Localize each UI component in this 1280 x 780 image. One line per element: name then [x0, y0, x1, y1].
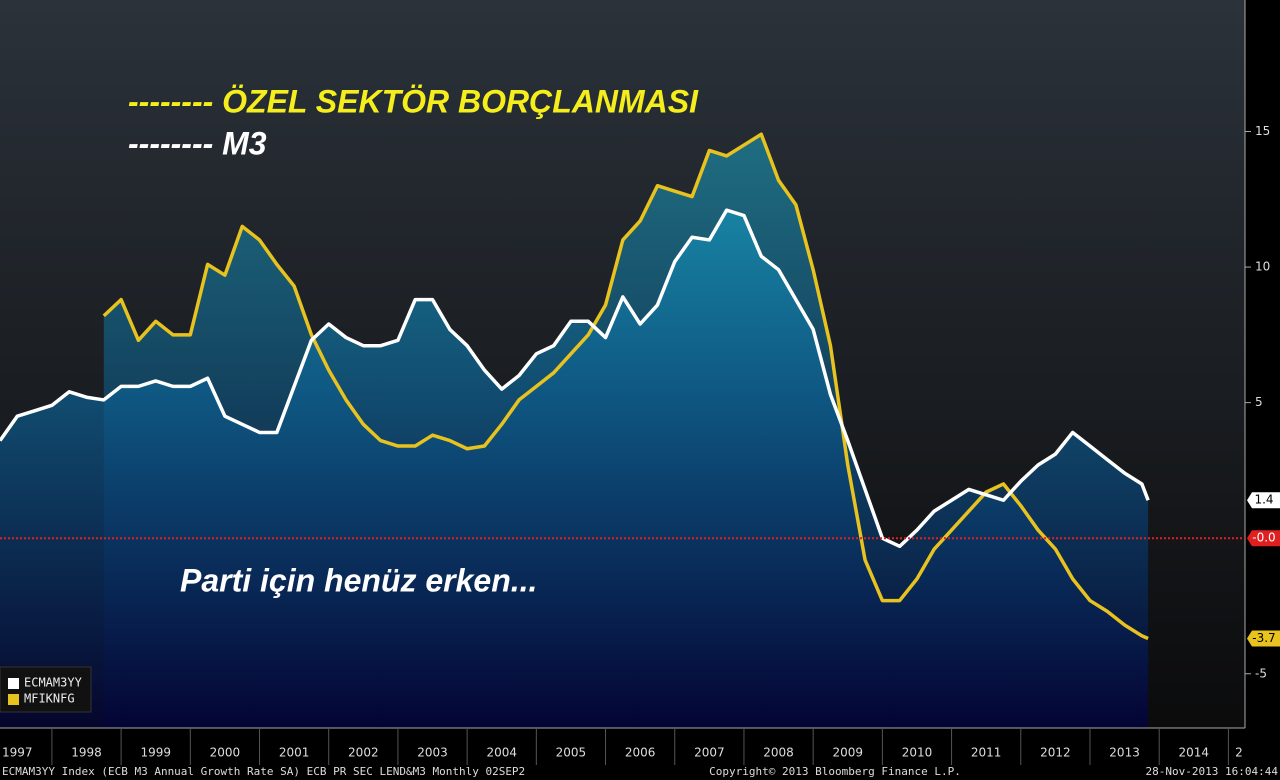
value-tag — [1247, 530, 1280, 547]
x-tick-label: 2003 — [417, 746, 448, 760]
annotation: -------- M3 — [128, 125, 267, 161]
x-tick-label: 2013 — [1109, 746, 1140, 760]
x-tick-label: 1998 — [71, 746, 102, 760]
x-tick-label: 2007 — [694, 746, 725, 760]
x-tick-label: 1999 — [140, 746, 171, 760]
legend-swatch — [8, 694, 19, 705]
value-tag-label: 1.4 — [1254, 493, 1273, 507]
x-tick-label: 2006 — [625, 746, 656, 760]
value-tag — [1247, 492, 1280, 509]
y-tick-label: 10 — [1255, 260, 1270, 274]
area — [0, 210, 1149, 728]
x-tick-label: 1997 — [2, 746, 33, 760]
x-tick-label: 2000 — [210, 746, 241, 760]
x-tick-label: 2014 — [1179, 746, 1210, 760]
annotation: -------- ÖZEL SEKTÖR BORÇLANMASI — [128, 83, 699, 119]
x-axis-band — [0, 728, 1280, 780]
value-tag — [1247, 630, 1280, 647]
x-tick-label: 2012 — [1040, 746, 1071, 760]
x-tick-label: 2004 — [486, 746, 517, 760]
x-tick-label: 2005 — [556, 746, 587, 760]
x-tick-label: 2002 — [348, 746, 379, 760]
x-tick-label: 2009 — [832, 746, 863, 760]
y-tick-label: 15 — [1255, 124, 1270, 138]
lines — [0, 132, 1150, 641]
value-tag-label: -0.0 — [1252, 531, 1275, 545]
x-tick-label: 2001 — [279, 746, 310, 760]
areas — [0, 134, 1149, 728]
legend-label: MFIKNFG — [24, 692, 75, 706]
value-tag-label: -3.7 — [1252, 631, 1275, 645]
footer-center: Copyright© 2013 Bloomberg Finance L.P. — [709, 765, 961, 778]
x-tick-label: 2010 — [902, 746, 933, 760]
footer-right: 28-Nov-2013 16:04:44 — [1146, 765, 1279, 778]
series-line — [0, 208, 1150, 549]
x-tick-label: 2011 — [971, 746, 1002, 760]
y-tick-label: 5 — [1255, 395, 1263, 409]
x-tick-label: 2008 — [763, 746, 794, 760]
y-tick-label: -5 — [1255, 666, 1267, 680]
annotation: Parti için henüz erken... — [180, 562, 537, 598]
footer-left: ECMAM3YY Index (ECB M3 Annual Growth Rat… — [2, 765, 525, 778]
legend-label: ECMAM3YY — [24, 676, 83, 690]
legend-swatch — [8, 678, 19, 689]
x-tick-label: 2 — [1235, 746, 1243, 760]
